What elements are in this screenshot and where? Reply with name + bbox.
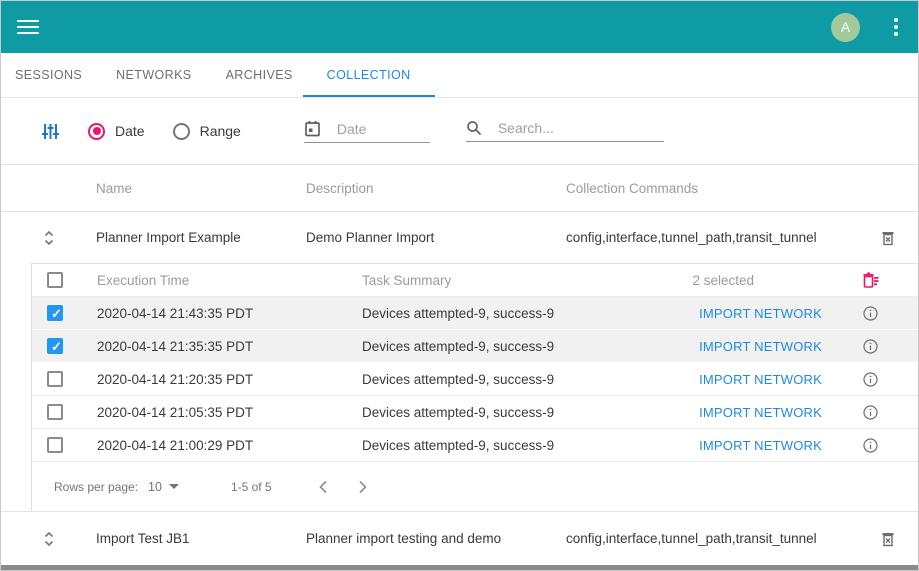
row-name: Import Test JB1	[96, 531, 190, 546]
column-header-name: Name	[96, 180, 133, 196]
row-checkbox[interactable]	[47, 305, 63, 322]
search-field[interactable]	[465, 120, 664, 142]
radio-date-control[interactable]	[88, 122, 105, 140]
row-checkbox[interactable]	[47, 371, 63, 387]
row-name: Planner Import Example	[96, 230, 241, 245]
subtable-header: Execution Time Task Summary 2 selected	[32, 264, 918, 297]
table-header: Name Description Collection Commands	[1, 165, 918, 212]
radio-range-control[interactable]	[172, 122, 190, 140]
row-checkbox[interactable]	[47, 338, 63, 355]
select-all-checkbox[interactable]	[47, 272, 63, 288]
next-page-icon[interactable]	[357, 480, 368, 494]
table-row[interactable]: Import Test JB1 Planner import testing a…	[1, 511, 918, 566]
avatar[interactable]: A	[831, 12, 860, 42]
caret-down-icon[interactable]	[168, 484, 179, 489]
prev-page-icon[interactable]	[318, 480, 329, 494]
info-icon[interactable]	[862, 404, 878, 420]
radio-range[interactable]: Range	[172, 122, 241, 140]
import-network-link[interactable]: IMPORT NETWORK	[699, 437, 822, 453]
rows-per-page-label: Rows per page:	[54, 479, 139, 494]
tab-sessions[interactable]: SESSIONS	[15, 68, 83, 82]
column-header-description: Description	[306, 180, 374, 196]
delete-collection-icon[interactable]	[881, 531, 895, 547]
execution-row[interactable]: 2020-04-14 21:05:35 PDT Devices attempte…	[32, 396, 918, 429]
info-icon[interactable]	[862, 305, 878, 321]
date-input[interactable]	[336, 120, 417, 137]
expand-row-icon[interactable]	[43, 531, 55, 547]
row-description: Planner import testing and demo	[306, 531, 502, 546]
tab-collection[interactable]: COLLECTION	[302, 53, 435, 97]
delete-selected-icon[interactable]	[861, 272, 879, 288]
task-summary: Devices attempted-9, success-9	[362, 371, 555, 387]
table-row[interactable]: Planner Import Example Demo Planner Impo…	[1, 212, 918, 263]
execution-time: 2020-04-14 21:43:35 PDT	[97, 305, 254, 321]
avatar-initial: A	[840, 19, 851, 35]
import-network-link[interactable]: IMPORT NETWORK	[699, 404, 822, 420]
menu-icon[interactable]	[17, 16, 39, 38]
execution-subpanel: Execution Time Task Summary 2 selected 2…	[31, 263, 918, 511]
column-header-commands: Collection Commands	[566, 180, 699, 196]
filter-tune-icon[interactable]	[41, 122, 60, 141]
calendar-icon[interactable]	[304, 120, 321, 137]
kebab-menu-icon[interactable]	[888, 16, 904, 38]
radio-date-label: Date	[115, 123, 145, 139]
execution-row[interactable]: 2020-04-14 21:43:35 PDT Devices attempte…	[32, 297, 918, 330]
row-description: Demo Planner Import	[306, 230, 435, 245]
task-summary: Devices attempted-9, success-9	[362, 404, 555, 420]
import-network-link[interactable]: IMPORT NETWORK	[699, 305, 822, 321]
date-mode-radio-group: Date Range	[88, 122, 269, 140]
tab-archives[interactable]: ARCHIVES	[225, 68, 293, 82]
task-summary: Devices attempted-9, success-9	[362, 305, 555, 321]
rows-per-page-select[interactable]: 10	[148, 479, 162, 494]
selected-count: 2 selected	[692, 272, 754, 288]
import-network-link[interactable]: IMPORT NETWORK	[699, 371, 822, 387]
info-icon[interactable]	[862, 338, 878, 354]
row-commands: config,interface,tunnel_path,transit_tun…	[566, 230, 817, 245]
column-header-execution-time: Execution Time	[97, 272, 190, 288]
import-network-link[interactable]: IMPORT NETWORK	[699, 338, 822, 354]
execution-time: 2020-04-14 21:20:35 PDT	[97, 371, 254, 387]
row-commands: config,interface,tunnel_path,transit_tun…	[566, 531, 817, 546]
execution-time: 2020-04-14 21:05:35 PDT	[97, 404, 254, 420]
app-bar: A	[1, 1, 918, 53]
execution-time: 2020-04-14 21:00:29 PDT	[97, 437, 254, 453]
pagination: Rows per page: 10 1-5 of 5	[32, 462, 918, 511]
info-icon[interactable]	[862, 371, 878, 387]
filter-bar: Date Range	[1, 98, 918, 165]
tab-bar: SESSIONS NETWORKS ARCHIVES COLLECTION	[1, 53, 918, 98]
search-icon	[466, 120, 482, 136]
horizontal-scrollbar[interactable]	[1, 565, 918, 570]
collapse-row-icon[interactable]	[43, 230, 55, 246]
task-summary: Devices attempted-9, success-9	[362, 437, 555, 453]
row-checkbox[interactable]	[47, 404, 63, 420]
row-checkbox[interactable]	[47, 437, 63, 453]
pagination-range: 1-5 of 5	[230, 479, 272, 494]
search-input[interactable]	[497, 120, 658, 136]
radio-date[interactable]: Date	[88, 122, 145, 140]
execution-row[interactable]: 2020-04-14 21:35:35 PDT Devices attempte…	[32, 330, 918, 363]
execution-row[interactable]: 2020-04-14 21:20:35 PDT Devices attempte…	[32, 363, 918, 396]
tab-networks[interactable]: NETWORKS	[116, 68, 192, 82]
delete-collection-icon[interactable]	[881, 230, 895, 246]
column-header-task-summary: Task Summary	[362, 272, 452, 288]
date-picker-field[interactable]	[303, 120, 430, 143]
info-icon[interactable]	[862, 437, 878, 453]
execution-row[interactable]: 2020-04-14 21:00:29 PDT Devices attempte…	[32, 429, 918, 462]
radio-range-label: Range	[199, 123, 241, 139]
execution-time: 2020-04-14 21:35:35 PDT	[97, 338, 254, 354]
task-summary: Devices attempted-9, success-9	[362, 338, 555, 354]
